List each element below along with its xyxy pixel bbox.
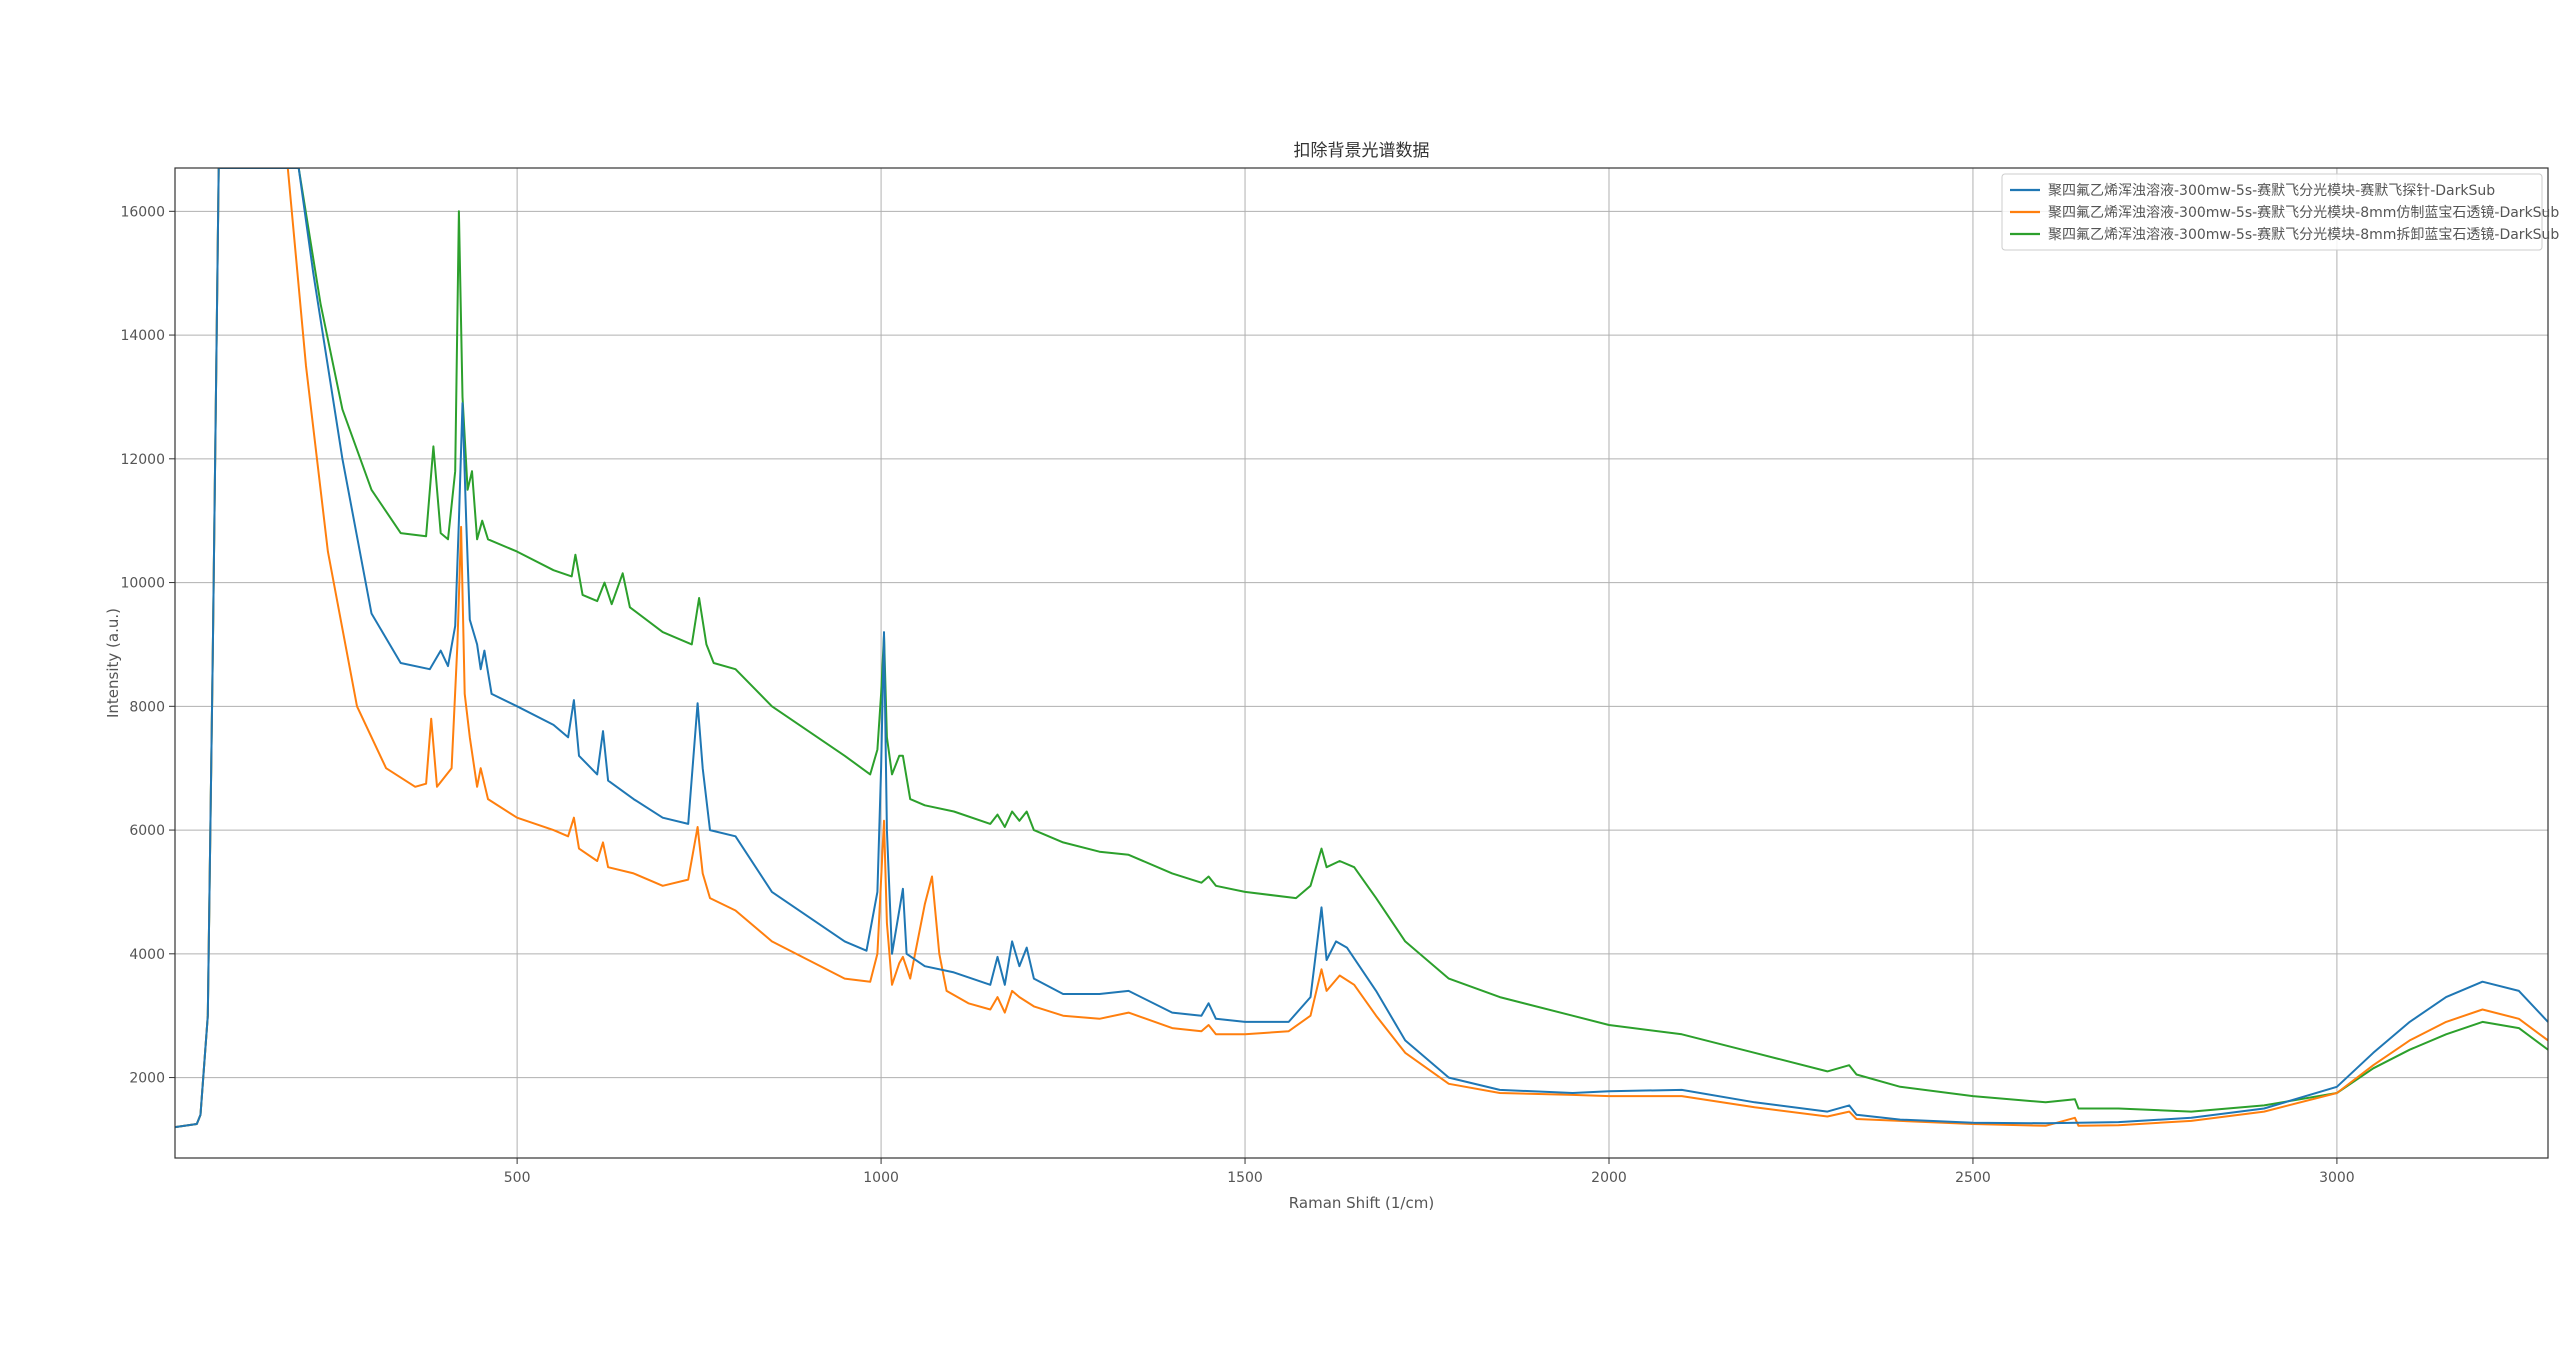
legend-label: 聚四氟乙烯浑浊溶液-300mw-5s-赛默飞分光模块-8mm仿制蓝宝石透镜-Da… bbox=[2048, 205, 2559, 221]
x-tick-label: 500 bbox=[504, 1170, 531, 1186]
y-tick-label: 14000 bbox=[120, 328, 165, 344]
series-lines bbox=[175, 168, 2548, 1129]
legend-label: 聚四氟乙烯浑浊溶液-300mw-5s-赛默飞分光模块-赛默飞探针-DarkSub bbox=[2048, 183, 2495, 199]
y-tick-label: 4000 bbox=[129, 947, 165, 963]
series-line-2 bbox=[175, 168, 2548, 1129]
x-tick-label: 1500 bbox=[1227, 1170, 1263, 1186]
x-tick-label: 3000 bbox=[2319, 1170, 2355, 1186]
y-axis-label: Intensity (a.u.) bbox=[104, 608, 122, 718]
y-axis-ticks: 2000 4000 6000 8000 10000 12000 14000 16000 bbox=[120, 204, 175, 1087]
y-tick-label: 2000 bbox=[129, 1071, 165, 1087]
y-tick-label: 16000 bbox=[120, 204, 165, 220]
y-tick-label: 10000 bbox=[120, 576, 165, 592]
y-tick-label: 12000 bbox=[120, 452, 165, 468]
y-tick-label: 6000 bbox=[129, 823, 165, 839]
plot-frame bbox=[174, 167, 2549, 1159]
x-axis-ticks: 500 1000 1500 2000 2500 3000 bbox=[504, 1158, 2355, 1186]
grid-lines bbox=[175, 168, 2548, 1158]
x-tick-label: 2500 bbox=[1955, 1170, 1991, 1186]
legend-label: 聚四氟乙烯浑浊溶液-300mw-5s-赛默飞分光模块-8mm拆卸蓝宝石透镜-Da… bbox=[2048, 227, 2559, 243]
x-tick-label: 1000 bbox=[863, 1170, 899, 1186]
series-line-1 bbox=[175, 168, 2548, 1129]
x-tick-label: 2000 bbox=[1591, 1170, 1627, 1186]
legend: 聚四氟乙烯浑浊溶液-300mw-5s-赛默飞分光模块-赛默飞探针-DarkSub… bbox=[2001, 173, 2559, 251]
y-tick-label: 8000 bbox=[129, 699, 165, 715]
x-axis-label: Raman Shift (1/cm) bbox=[1289, 1194, 1434, 1212]
series-line-3 bbox=[175, 168, 2548, 1129]
legend-box bbox=[2001, 173, 2543, 251]
chart-title: 扣除背景光谱数据 bbox=[1294, 141, 1430, 161]
